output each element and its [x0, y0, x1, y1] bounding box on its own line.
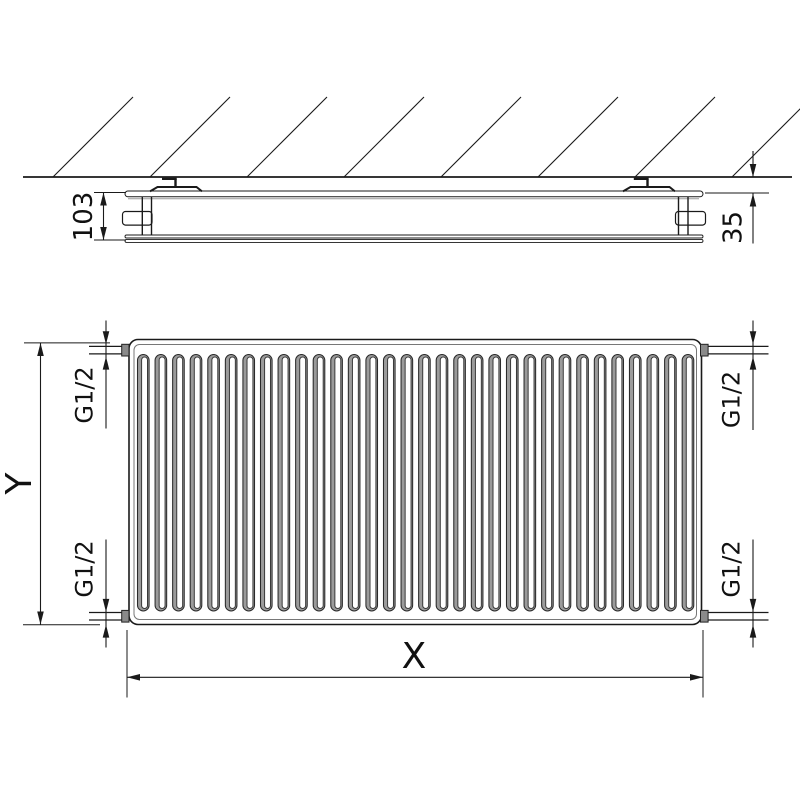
radiator-front-view: G1/2 G1/2 G1/2 G1/2 Y — [0, 320, 769, 698]
dimension-height-label: Y — [0, 472, 40, 496]
dimension-wall-distance: 35 — [705, 151, 769, 244]
dimension-port-bottom-right: G1/2 — [718, 539, 757, 648]
arrowhead-up — [37, 343, 44, 356]
channel-inner — [633, 356, 640, 609]
port-cap — [700, 343, 709, 357]
channel-inner — [351, 356, 359, 609]
channel-inner — [492, 356, 500, 609]
side-port-stub-left — [121, 210, 153, 226]
arrowhead-up — [749, 624, 757, 638]
bracket-body — [149, 186, 203, 193]
channel-inner — [334, 356, 342, 609]
convector-channel-group — [136, 353, 695, 612]
arrowhead-down — [102, 331, 110, 345]
back-panel-section — [124, 190, 704, 198]
arrowhead-up — [749, 193, 757, 207]
channel-inner — [299, 356, 307, 609]
channel-inner — [650, 356, 658, 609]
front-panel-section-upper — [124, 234, 704, 239]
arrowhead-down — [749, 598, 757, 612]
channel-inner — [668, 356, 676, 609]
hatch-line — [149, 96, 231, 178]
channel-inner — [193, 356, 201, 609]
dimension-width-label: X — [402, 636, 427, 677]
side-port-stub-right — [674, 210, 707, 226]
hatch-line — [537, 96, 619, 178]
channel-inner — [316, 356, 324, 609]
channel-inner — [228, 356, 236, 609]
channel-inner — [510, 356, 517, 609]
port-top-right — [700, 343, 769, 357]
hatch-line — [634, 96, 716, 178]
channel-inner — [264, 356, 271, 609]
arrowhead-down — [749, 164, 757, 177]
arrowhead-left — [127, 674, 140, 681]
hatch-line — [731, 108, 800, 178]
channel-inner — [615, 356, 623, 609]
arrowhead-up — [749, 356, 757, 370]
dimension-port-bottom-left: G1/2 — [71, 539, 110, 648]
port-cap — [700, 609, 709, 623]
arrowhead-up — [102, 356, 110, 370]
arrowhead-down — [102, 598, 110, 612]
channel-inner — [404, 356, 412, 609]
channel-inner — [439, 356, 447, 609]
radiator-body-outline — [128, 338, 703, 626]
radiator-side-view: 103 35 — [69, 151, 769, 244]
hatch-line — [246, 96, 328, 178]
dimension-depth-label: 103 — [69, 192, 99, 242]
arrowhead-up — [100, 192, 107, 206]
arrowhead-down — [100, 227, 107, 240]
channel-inner — [158, 356, 166, 609]
hatch-line — [52, 96, 134, 178]
arrowhead-down — [37, 611, 44, 625]
channel-inner — [474, 356, 482, 609]
dimension-width: X — [126, 630, 704, 698]
wall-section — [23, 96, 800, 178]
dimension-wall-distance-label: 35 — [719, 211, 749, 244]
channel-inner — [281, 356, 289, 609]
dimension-port-top-right: G1/2 — [718, 320, 757, 430]
dimension-port-top-left: G1/2 — [71, 320, 110, 429]
dimension-height: Y — [0, 342, 110, 626]
arrowhead-up — [102, 624, 110, 638]
port-thread-label: G1/2 — [71, 540, 99, 597]
arrowhead-right — [690, 674, 703, 681]
wall-bracket-left — [149, 177, 203, 193]
bracket-body — [622, 186, 676, 193]
port-thread-label: G1/2 — [71, 366, 99, 423]
radiator-body-inner-line — [133, 344, 697, 620]
channel-inner — [387, 356, 394, 609]
channel-inner — [562, 356, 570, 609]
port-top-left — [89, 343, 130, 357]
channel-inner — [422, 356, 430, 609]
channel-inner — [176, 356, 184, 609]
channel-inner — [545, 356, 553, 609]
channel-inner — [211, 356, 219, 609]
arrowhead-down — [749, 331, 757, 345]
wall-hatch-group — [52, 96, 800, 178]
channel-inner — [685, 356, 693, 609]
channel-inner — [597, 356, 605, 609]
wall-bracket-right — [622, 177, 676, 193]
channel-inner — [580, 356, 588, 609]
channel-inner — [141, 356, 149, 609]
channel-inner — [246, 356, 254, 609]
channel-inner — [527, 356, 535, 609]
front-panel-section-lower — [124, 238, 704, 243]
port-thread-label: G1/2 — [718, 371, 746, 428]
port-bottom-left — [89, 609, 130, 623]
channel-inner — [369, 356, 377, 609]
port-cap — [121, 343, 130, 357]
channel-inner — [457, 356, 465, 609]
hatch-line — [343, 96, 425, 178]
port-thread-label: G1/2 — [718, 540, 746, 597]
port-cap — [121, 609, 130, 623]
dimension-depth: 103 — [69, 192, 126, 242]
hatch-line — [440, 96, 522, 178]
port-bottom-right — [700, 609, 769, 623]
